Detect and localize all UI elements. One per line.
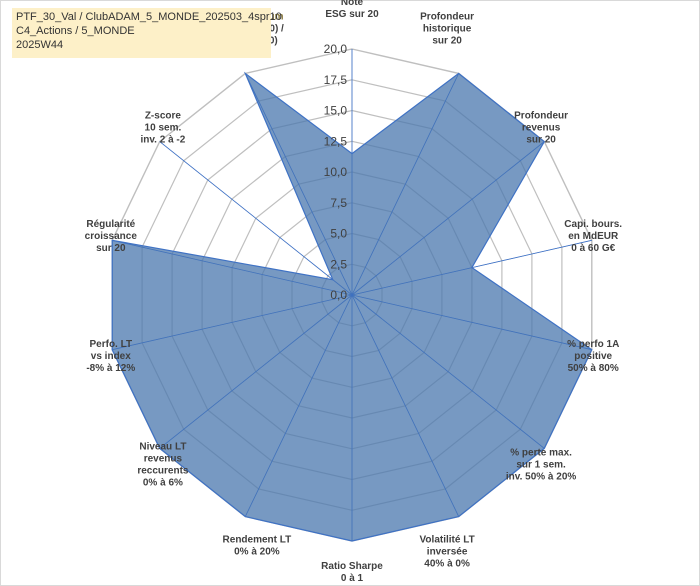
axis-label: Note ESG sur 20 — [325, 0, 379, 20]
radar-spoke-overlay — [351, 240, 592, 296]
header-line-week: 2025W44 — [16, 39, 64, 51]
axis-label-line: en MdEUR — [568, 231, 619, 242]
axis-label-line: Note — [341, 0, 364, 8]
axis-label-line: Z-score — [145, 111, 182, 122]
axis-label-line: Ratio Sharpe — [321, 561, 383, 572]
tick-label: 2,5 — [330, 257, 347, 271]
axis-label-line: Profondeur — [514, 111, 568, 122]
axis-label-line: sur 20 — [96, 243, 126, 254]
axis-label-line: 40% à 0% — [424, 558, 470, 569]
radar-spoke-overlay — [351, 294, 459, 517]
axis-label-line: 0 à 60 G€ — [571, 243, 615, 254]
axis-label: Perfo. LT vs index -8% à 12% — [86, 339, 135, 374]
tick-label: 7,5 — [330, 196, 347, 210]
radar-spoke-overlay — [159, 141, 353, 296]
tick-label: 5,0 — [330, 227, 347, 241]
radar-spoke-overlay — [351, 294, 545, 449]
axis-label-line: 0% à 6% — [143, 477, 183, 488]
axis-label-line: inv. 50% à 20% — [506, 471, 577, 482]
axis-label-line: revenus — [522, 123, 561, 134]
axis-label: Niveau LT revenus reccurents 0% à 6% — [137, 441, 189, 488]
tick-label: 15,0 — [324, 104, 348, 118]
radar-spoke-overlay — [351, 73, 459, 296]
axis-label-line: Rendement LT — [223, 534, 292, 545]
axis-label-line: % perfo 1A — [567, 339, 619, 350]
axis-label: Z-score 10 sem. inv. 2 à -2 — [140, 111, 185, 146]
axis-label-line: positive — [574, 351, 612, 362]
axis-label: % perfo 1A positive 50% à 80% — [567, 339, 619, 374]
axis-label: Capi. bours. en MdEUR 0 à 60 G€ — [564, 219, 622, 254]
axis-label-line: 10 sem. — [145, 123, 182, 134]
axis-label-line: inversée — [427, 546, 468, 557]
axis-label-line: ESG sur 20 — [325, 9, 379, 20]
header-line-portfolio: PTF_30_Val / ClubADAM_5_MONDE_202503_4sp… — [16, 11, 282, 23]
axis-label-line: revenus — [144, 453, 183, 464]
axis-label-line: reccurents — [137, 465, 189, 476]
radar-tick-labels: 0,0 2,5 5,0 7,5 10,0 12,5 15,0 17,5 20,0 — [324, 42, 348, 302]
axis-label: Rendement LT 0% à 20% — [223, 534, 292, 557]
tick-label: 20,0 — [324, 42, 348, 56]
tick-label: 10,0 — [324, 165, 348, 179]
axis-label: Régularité croissance sur 20 — [85, 219, 138, 254]
axis-label: Ratio Sharpe 0 à 1 — [321, 561, 383, 584]
radar-spoke-overlay — [351, 141, 545, 296]
radar-spoke-overlay — [351, 294, 592, 350]
radar-spoke-overlay — [159, 294, 353, 449]
axis-label-line: croissance — [85, 231, 138, 242]
axis-label-line: Volatilité LT — [420, 534, 475, 545]
axis-label-line: 0% à 20% — [234, 546, 280, 557]
axis-label: Volatilité LT inversée 40% à 0% — [420, 534, 475, 569]
tick-label: 17,5 — [324, 73, 348, 87]
radar-spoke-overlay — [112, 294, 353, 350]
axis-label-line: inv. 2 à -2 — [140, 135, 185, 146]
axis-label-line: historique — [423, 24, 472, 35]
axis-label-line: Régularité — [86, 219, 135, 230]
axis-label-line: Perfo. LT — [90, 339, 133, 350]
header-line-category: C4_Actions / 5_MONDE — [16, 25, 135, 37]
axis-label-line: 50% à 80% — [568, 363, 619, 374]
radar-spoke-overlay — [245, 73, 353, 296]
tick-label: 12,5 — [324, 134, 348, 148]
axis-label-line: sur 20 — [526, 135, 556, 146]
radar-spoke-overlay — [112, 240, 353, 296]
tick-label: 0,0 — [330, 288, 347, 302]
axis-label-line: 0 à 1 — [341, 573, 364, 584]
axis-label: % perte max. sur 1 sem. inv. 50% à 20% — [506, 447, 577, 482]
radar-spoke-overlay — [245, 294, 353, 517]
radar-series — [111, 49, 593, 542]
axis-label-line: sur 20 — [432, 36, 462, 47]
chart-header: PTF_30_Val / ClubADAM_5_MONDE_202503_4sp… — [12, 8, 282, 58]
axis-label: Profondeur historique sur 20 — [420, 12, 474, 47]
axis-label-line: Capi. bours. — [564, 219, 622, 230]
axis-label-line: Profondeur — [420, 12, 474, 23]
axis-label: Profondeur revenus sur 20 — [514, 111, 568, 146]
axis-label-line: vs index — [91, 351, 131, 362]
axis-label-line: -8% à 12% — [86, 363, 135, 374]
axis-label-line: Niveau LT — [139, 441, 186, 452]
axis-label-line: sur 1 sem. — [516, 459, 566, 470]
axis-label-line: % perte max. — [510, 447, 572, 458]
